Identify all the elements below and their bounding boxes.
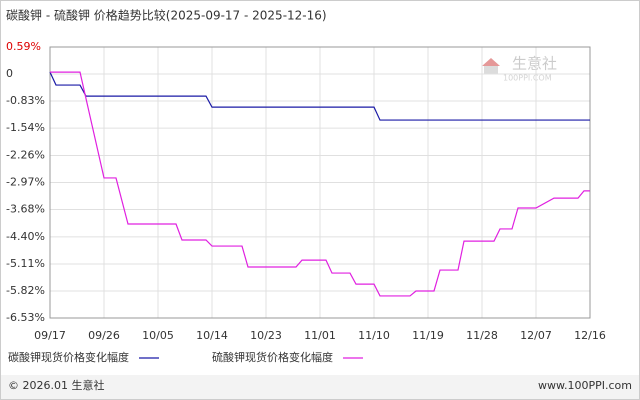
x-tick-label: 10/05: [142, 329, 174, 342]
x-tick-label: 09/17: [34, 329, 66, 342]
x-tick-label: 10/23: [250, 329, 282, 342]
series-line: [50, 71, 590, 297]
y-tick-label: -6.53%: [6, 311, 45, 324]
x-tick-label: 12/07: [520, 329, 552, 342]
x-tick-label: 12/16: [574, 329, 606, 342]
y-tick-label: -0.83%: [6, 94, 45, 107]
watermark-icon: [482, 58, 500, 66]
y-tick-label: 0.59%: [6, 40, 41, 53]
y-tick-label: 0: [6, 67, 13, 80]
watermark-site: 100PPI.COM: [503, 74, 552, 83]
chart-title: 碳酸钾 - 硫酸钾 价格趋势比较(2025-09-17 - 2025-12-16…: [6, 8, 327, 23]
y-tick-label: -5.82%: [6, 284, 45, 297]
legend-label: 硫酸钾现货价格变化幅度: [212, 350, 333, 364]
plot-border: [49, 46, 591, 319]
watermark-name: 生意社: [512, 55, 557, 73]
y-tick-label: -2.26%: [6, 148, 45, 161]
footer-copyright: © 2026.01 生意社: [8, 378, 104, 392]
footer-band: [1, 375, 639, 399]
x-tick-label: 10/14: [196, 329, 228, 342]
y-tick-label: -5.11%: [6, 257, 45, 270]
y-tick-label: -4.40%: [6, 230, 45, 243]
y-tick-label: -2.97%: [6, 176, 45, 189]
x-tick-label: 09/26: [88, 329, 120, 342]
x-tick-label: 11/10: [358, 329, 390, 342]
watermark: 生意社 100PPI.COM: [482, 55, 557, 83]
watermark-icon: [484, 66, 498, 74]
x-tick-label: 11/01: [304, 329, 336, 342]
footer-site: www.100PPI.com: [538, 379, 632, 392]
x-tick-label: 11/28: [466, 329, 498, 342]
series-line: [49, 71, 590, 121]
y-tick-label: -1.54%: [6, 121, 45, 134]
x-tick-label: 11/19: [412, 329, 444, 342]
y-tick-label: -3.68%: [6, 203, 45, 216]
legend-label: 碳酸钾现货价格变化幅度: [8, 350, 129, 364]
